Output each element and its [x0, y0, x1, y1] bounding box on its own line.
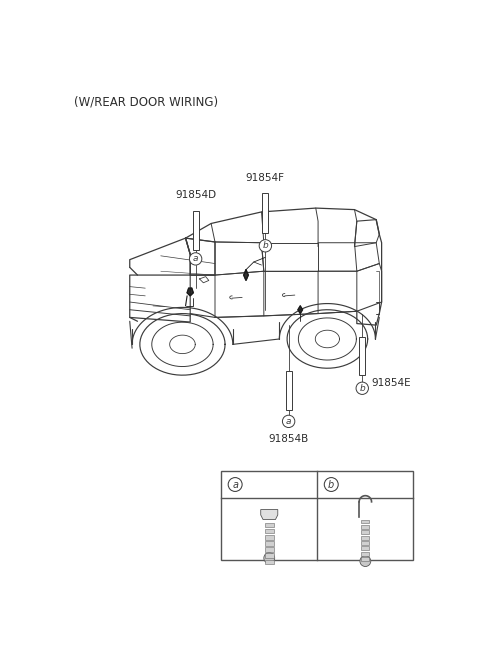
Text: 91686: 91686 — [344, 480, 377, 489]
Text: a: a — [232, 480, 238, 489]
Text: 91854D: 91854D — [175, 190, 216, 200]
Bar — [361, 552, 369, 556]
Text: 91854F: 91854F — [246, 173, 285, 184]
Bar — [361, 558, 369, 561]
Bar — [264, 560, 274, 564]
Text: a: a — [286, 417, 291, 426]
Circle shape — [259, 239, 272, 252]
Bar — [361, 536, 369, 540]
Polygon shape — [244, 270, 248, 281]
Circle shape — [324, 478, 338, 491]
Circle shape — [282, 415, 295, 428]
Text: 91668: 91668 — [248, 480, 281, 489]
Polygon shape — [261, 510, 278, 520]
Bar — [264, 541, 274, 546]
Circle shape — [356, 382, 369, 394]
Bar — [264, 535, 274, 540]
Bar — [264, 554, 274, 558]
Text: b: b — [263, 241, 268, 251]
Text: 91854B: 91854B — [268, 434, 309, 445]
Bar — [359, 337, 365, 375]
Bar — [264, 523, 274, 527]
Text: a: a — [193, 255, 198, 264]
Bar — [361, 546, 369, 550]
Text: 91854E: 91854E — [372, 378, 411, 388]
Bar — [192, 211, 199, 250]
Text: (W/REAR DOOR WIRING): (W/REAR DOOR WIRING) — [74, 96, 218, 109]
Bar — [361, 520, 369, 523]
Text: b: b — [328, 480, 335, 489]
Circle shape — [190, 253, 202, 265]
Polygon shape — [187, 288, 193, 296]
Polygon shape — [298, 306, 302, 314]
Circle shape — [360, 556, 371, 567]
Bar — [361, 530, 369, 534]
Bar — [361, 525, 369, 529]
Circle shape — [228, 478, 242, 491]
Bar — [262, 193, 268, 233]
Text: b: b — [360, 384, 365, 393]
Circle shape — [264, 552, 275, 564]
Bar — [264, 529, 274, 533]
Bar — [221, 472, 413, 560]
Bar — [286, 371, 292, 410]
Bar — [361, 541, 369, 545]
Bar — [264, 547, 274, 552]
